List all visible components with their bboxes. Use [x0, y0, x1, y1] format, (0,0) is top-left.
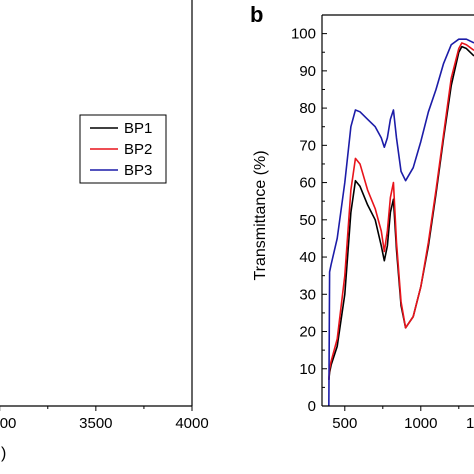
- panel-letter: b: [250, 2, 263, 27]
- y-tick-label: 0: [308, 398, 316, 415]
- x-tick-label: 4000: [175, 415, 208, 432]
- x-tick-label-partial: 1: [466, 415, 474, 432]
- x-tick-label: 3500: [79, 415, 112, 432]
- y-tick-label: 70: [299, 137, 316, 154]
- x-tick-label: 500: [332, 415, 357, 432]
- panel-a-chart: 3000 3500 4000) BP1 BP2 BP3: [0, 0, 209, 462]
- x-tick-label: 3000: [0, 415, 16, 432]
- y-tick-label: 80: [299, 100, 316, 117]
- series-line-bp2: [328, 42, 474, 380]
- panel-b-chart: 0 10 20 30 40 50 60 70 80 90 100 500 1000 1 Transmitta…: [250, 2, 474, 432]
- x-axis-label: ): [1, 445, 6, 462]
- series-line-bp1: [328, 45, 474, 381]
- y-axis-title: Transmittance (%): [252, 150, 269, 280]
- legend-label-bp2: BP2: [124, 141, 152, 158]
- y-tick-label: 50: [299, 212, 316, 229]
- y-tick-label: 30: [299, 286, 316, 303]
- y-tick-label: 10: [299, 361, 316, 378]
- y-tick-label: 20: [299, 324, 316, 341]
- series-group: [328, 38, 474, 406]
- legend-label-bp1: BP1: [124, 120, 152, 137]
- y-tick-label: 100: [291, 26, 316, 43]
- series-line-bp3: [328, 38, 474, 406]
- x-tick-label: 1000: [404, 415, 437, 432]
- y-tick-label: 90: [299, 63, 316, 80]
- y-tick-label: 40: [299, 249, 316, 266]
- legend-label-bp3: BP3: [124, 162, 152, 179]
- y-tick-label: 60: [299, 175, 316, 192]
